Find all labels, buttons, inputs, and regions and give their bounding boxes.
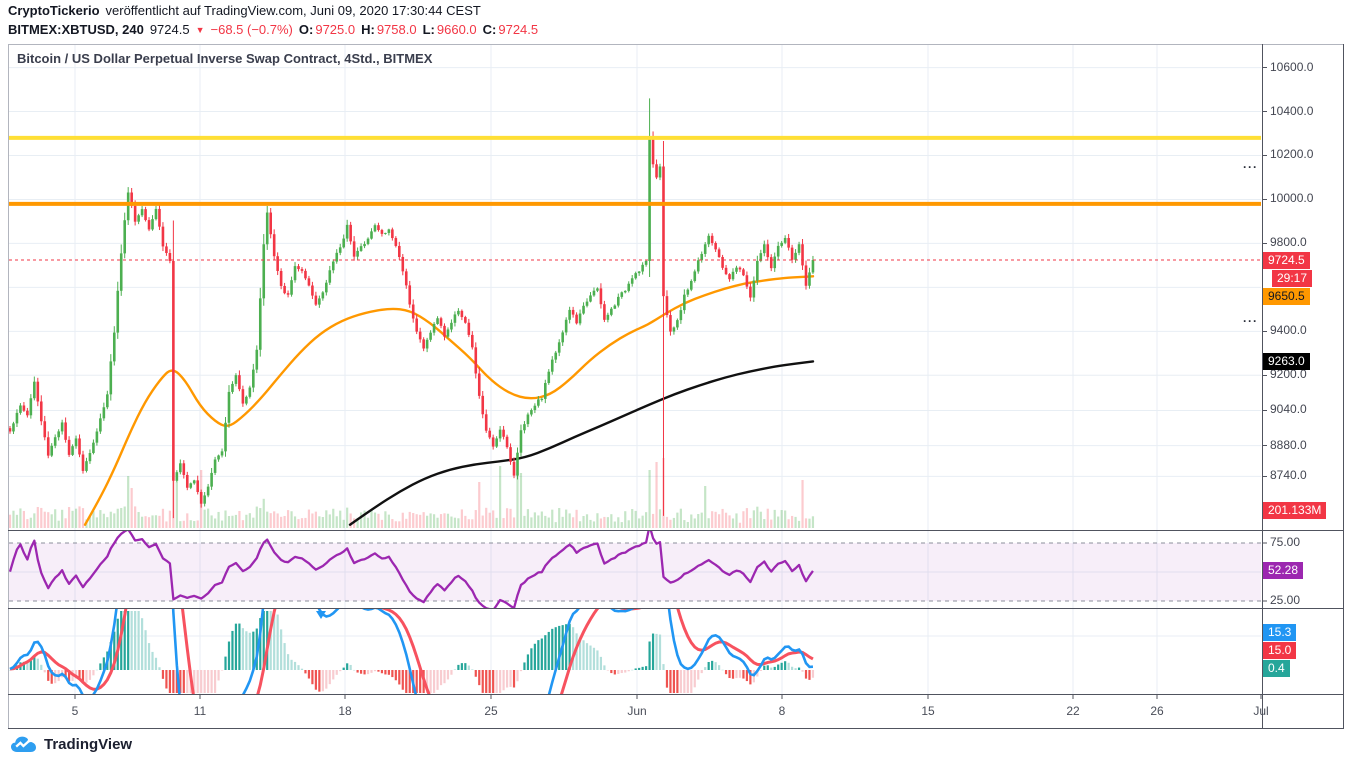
attribution-line: CryptoTickerio veröffentlicht auf Tradin… [8, 3, 481, 18]
time-tick-label[interactable]: 11 [193, 704, 207, 718]
last-price: 9724.5 [149, 22, 190, 37]
price-tick-label: 10200.0 [1270, 147, 1314, 162]
publisher-name: CryptoTickerio [8, 3, 100, 18]
macd-signal-value-badge: 15.0 [1263, 642, 1297, 659]
close-value: C: 9724.5 [482, 22, 539, 37]
tradingview-logo[interactable]: TradingView [10, 734, 132, 755]
open-value: O: 9725.0 [298, 22, 356, 37]
volume-value-badge: 201.133M [1263, 502, 1327, 519]
time-tick-label[interactable]: 25 [484, 704, 498, 718]
price-tick-label: 9040.0 [1270, 402, 1307, 417]
chart-pane-title: Bitcoin / US Dollar Perpetual Inverse Sw… [17, 51, 433, 66]
macd-hist-value-badge: 0.4 [1263, 660, 1290, 677]
macd-pane-content [9, 609, 815, 694]
tradingview-logo-text: TradingView [44, 736, 133, 753]
macd-line [9, 609, 814, 694]
low-value: L: 9660.0 [422, 22, 477, 37]
rsi-line [9, 531, 814, 608]
macd-signal-line [9, 609, 814, 694]
ma-orange-value-badge: 9650.5 [1263, 288, 1310, 305]
collapsed-labels-ellipsis: ··· [1243, 314, 1258, 328]
candles [9, 98, 815, 519]
sell-marker-icon [316, 611, 326, 619]
ma-black-line [348, 360, 815, 526]
time-tick-label[interactable]: Jul [1253, 704, 1269, 718]
price-tick-label: 8740.0 [1270, 468, 1307, 483]
rsi-value-badge: 52.28 [1263, 562, 1304, 579]
high-value: H: 9758.0 [361, 22, 417, 37]
ma-black-value-badge: 9263.0 [1263, 353, 1310, 370]
published-text: veröffentlicht auf TradingView.com, Juni… [105, 3, 481, 18]
price-tick-label: 9800.0 [1270, 235, 1307, 250]
last-price-badge: 9724.5 [1263, 252, 1310, 269]
time-tick-label[interactable]: Jun [627, 704, 647, 718]
symbol-interval: BITMEX:XBTUSD, 240 [8, 22, 144, 37]
price-tick-label: 8880.0 [1270, 437, 1307, 452]
rsi-guide-label: 25.00 [1270, 593, 1301, 607]
collapsed-labels-ellipsis: ··· [1243, 160, 1258, 174]
gridlines [9, 45, 1261, 694]
ticker-status-line: BITMEX:XBTUSD, 240 9724.5 ▼ −68.5 (−0.7%… [8, 22, 538, 37]
time-tick-label[interactable]: 22 [1066, 704, 1080, 718]
rsi-band [9, 543, 1261, 601]
bar-countdown-badge: 29:17 [1272, 270, 1313, 287]
price-down-triangle-icon: ▼ [195, 25, 205, 35]
time-tick-label[interactable]: 18 [338, 704, 352, 718]
volume-bars [9, 448, 815, 528]
price-tick-label: 10000.0 [1270, 191, 1314, 206]
rsi-guide-label: 75.00 [1270, 535, 1301, 549]
price-tick-label: 10400.0 [1270, 103, 1314, 118]
time-tick-label[interactable]: 8 [778, 704, 786, 718]
ma-orange-line [83, 275, 815, 526]
time-tick-label[interactable]: 15 [921, 704, 935, 718]
macd-line-value-badge: 15.3 [1263, 624, 1297, 641]
tradingview-cloud-icon [11, 736, 36, 752]
price-tick-label: 9200.0 [1270, 367, 1307, 382]
price-tick-label: 10600.0 [1270, 59, 1314, 74]
price-change: −68.5 (−0.7%) [210, 22, 293, 37]
time-tick-label[interactable]: 5 [71, 704, 79, 718]
price-tick-label: 9400.0 [1270, 323, 1307, 338]
pane-frame [8, 44, 1344, 730]
time-tick-label[interactable]: 26 [1150, 704, 1164, 718]
